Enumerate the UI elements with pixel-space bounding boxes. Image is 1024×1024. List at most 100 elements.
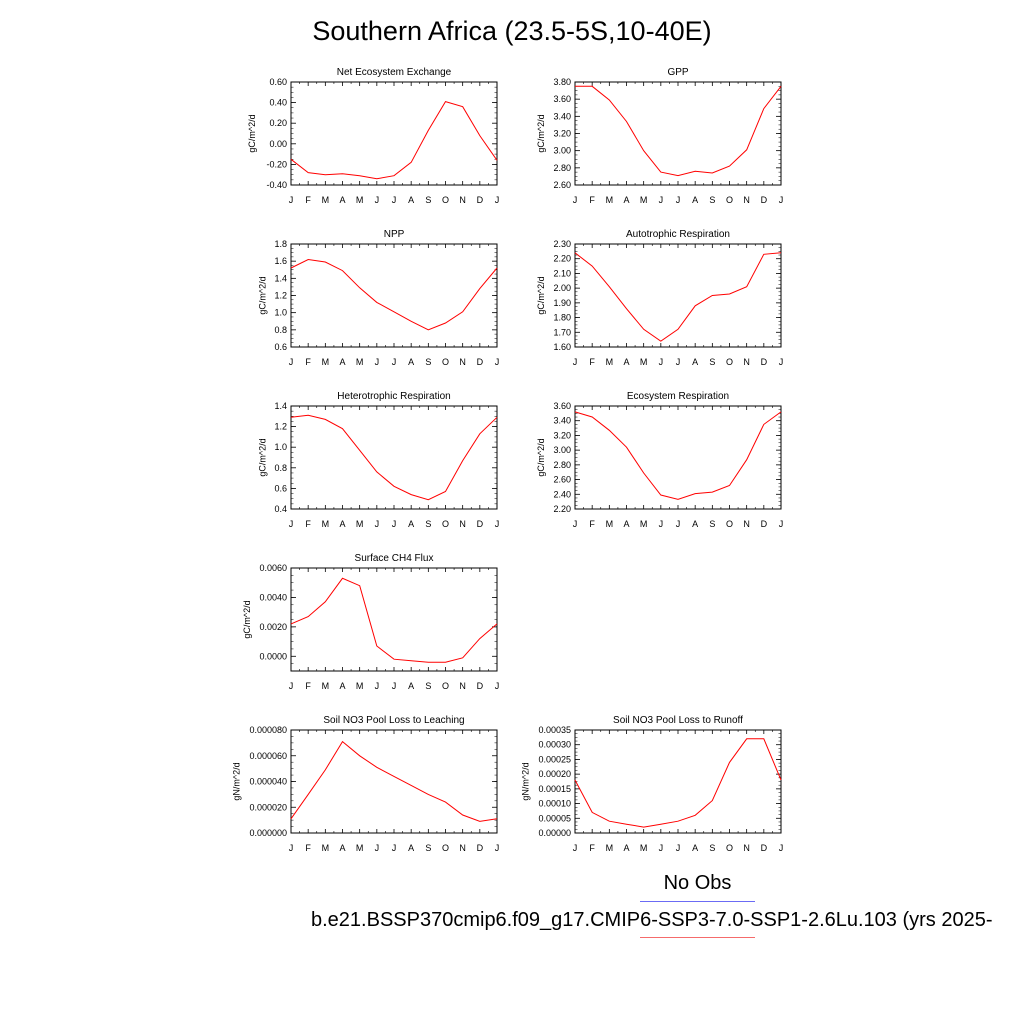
x-tick-label: F bbox=[305, 195, 311, 205]
x-tick-label: J bbox=[659, 843, 664, 853]
x-tick-label: A bbox=[692, 195, 698, 205]
series-line bbox=[290, 101, 498, 180]
x-tick-label: D bbox=[761, 519, 768, 529]
x-tick-label: J bbox=[289, 843, 294, 853]
x-tick-label: M bbox=[322, 195, 330, 205]
x-tick-label: M bbox=[606, 357, 614, 367]
x-tick-label: D bbox=[477, 357, 484, 367]
x-tick-label: J bbox=[676, 195, 681, 205]
x-tick-label: A bbox=[692, 357, 698, 367]
y-tick-label: 0.00010 bbox=[538, 799, 571, 809]
y-tick-label: 0.0020 bbox=[259, 622, 287, 632]
x-tick-label: M bbox=[606, 519, 614, 529]
y-tick-label: 0.00000 bbox=[538, 828, 571, 838]
x-tick-label: M bbox=[322, 681, 330, 691]
x-tick-label: A bbox=[339, 357, 345, 367]
y-tick-label: 0.00025 bbox=[538, 754, 571, 764]
y-tick-label: 1.80 bbox=[553, 313, 571, 323]
x-tick-label: J bbox=[289, 195, 294, 205]
x-tick-label: A bbox=[623, 843, 629, 853]
x-tick-label: J bbox=[779, 195, 784, 205]
x-tick-label: A bbox=[408, 681, 414, 691]
y-tick-label: 3.60 bbox=[553, 94, 571, 104]
x-tick-label: A bbox=[692, 519, 698, 529]
y-tick-label: 0.40 bbox=[269, 98, 287, 108]
x-tick-label: M bbox=[322, 843, 330, 853]
x-tick-label: J bbox=[573, 519, 578, 529]
y-tick-label: 1.6 bbox=[274, 256, 287, 266]
y-axis-label: gN/m^2/d bbox=[521, 762, 531, 800]
x-tick-label: J bbox=[495, 195, 500, 205]
y-axis-label: gC/m^2/d bbox=[257, 276, 267, 314]
y-tick-label: 0.4 bbox=[274, 504, 287, 514]
x-tick-label: J bbox=[676, 357, 681, 367]
x-tick-label: J bbox=[375, 357, 380, 367]
y-tick-label: 0.00020 bbox=[538, 769, 571, 779]
x-tick-label: N bbox=[459, 195, 466, 205]
chart-title: NPP bbox=[384, 229, 405, 240]
x-tick-label: J bbox=[495, 843, 500, 853]
x-tick-label: A bbox=[408, 357, 414, 367]
page-title: Southern Africa (23.5-5S,10-40E) bbox=[312, 16, 712, 46]
y-tick-label: 2.30 bbox=[553, 239, 571, 249]
y-tick-label: 0.8 bbox=[274, 325, 287, 335]
series-line bbox=[575, 85, 782, 177]
x-tick-label: J bbox=[659, 357, 664, 367]
y-tick-label: 0.000040 bbox=[249, 777, 287, 787]
x-tick-label: D bbox=[761, 357, 768, 367]
y-tick-label: 0.6 bbox=[274, 342, 287, 352]
y-tick-label: 2.80 bbox=[553, 163, 571, 173]
x-tick-label: A bbox=[408, 843, 414, 853]
x-tick-label: A bbox=[408, 195, 414, 205]
y-axis-label: gN/m^2/d bbox=[231, 762, 241, 800]
y-tick-label: 0.000020 bbox=[249, 802, 287, 812]
x-tick-label: S bbox=[425, 195, 431, 205]
y-tick-label: 2.60 bbox=[553, 180, 571, 190]
x-tick-label: D bbox=[477, 519, 484, 529]
x-tick-label: J bbox=[779, 519, 784, 529]
y-tick-label: 0.00015 bbox=[538, 784, 571, 794]
x-tick-label: N bbox=[459, 843, 466, 853]
x-tick-label: J bbox=[779, 843, 784, 853]
chart-title: Heterotrophic Respiration bbox=[337, 391, 450, 402]
y-tick-label: 1.70 bbox=[553, 327, 571, 337]
y-tick-label: 0.000000 bbox=[249, 828, 287, 838]
y-tick-label: 0.000080 bbox=[249, 725, 287, 735]
y-tick-label: 0.00 bbox=[269, 139, 287, 149]
x-tick-label: S bbox=[425, 681, 431, 691]
x-tick-label: O bbox=[442, 195, 449, 205]
y-tick-label: 1.90 bbox=[553, 298, 571, 308]
x-tick-label: J bbox=[779, 357, 784, 367]
x-tick-label: O bbox=[726, 195, 733, 205]
plot-frame bbox=[290, 243, 498, 348]
chart-title: Net Ecosystem Exchange bbox=[337, 67, 452, 78]
x-tick-label: M bbox=[640, 195, 648, 205]
y-tick-label: 3.80 bbox=[553, 77, 571, 87]
x-tick-label: F bbox=[589, 357, 595, 367]
x-tick-label: O bbox=[442, 519, 449, 529]
plot-frame bbox=[574, 243, 782, 348]
x-tick-label: J bbox=[392, 681, 397, 691]
x-tick-label: D bbox=[477, 681, 484, 691]
y-tick-label: -0.20 bbox=[266, 159, 287, 169]
y-tick-label: 0.00030 bbox=[538, 740, 571, 750]
y-tick-label: 1.0 bbox=[274, 308, 287, 318]
x-tick-label: A bbox=[692, 843, 698, 853]
x-tick-label: S bbox=[425, 843, 431, 853]
y-tick-label: 3.20 bbox=[553, 430, 571, 440]
y-axis-label: gC/m^2/d bbox=[247, 114, 257, 152]
y-tick-label: 3.40 bbox=[553, 416, 571, 426]
x-tick-label: D bbox=[477, 195, 484, 205]
series-line bbox=[574, 738, 782, 828]
y-tick-label: 0.00005 bbox=[538, 813, 571, 823]
x-tick-label: M bbox=[640, 843, 648, 853]
series-line bbox=[290, 258, 498, 331]
y-tick-label: 2.20 bbox=[553, 254, 571, 264]
x-tick-label: M bbox=[322, 357, 330, 367]
